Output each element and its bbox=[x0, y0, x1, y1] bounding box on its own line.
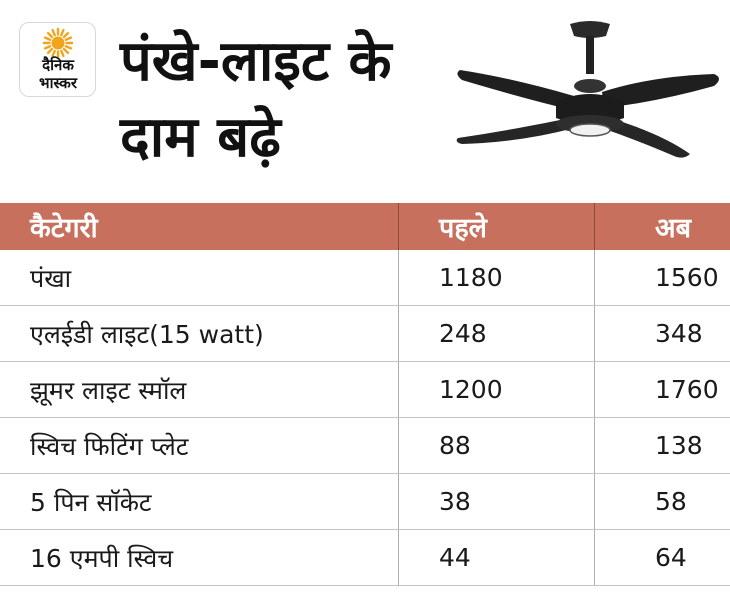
ceiling-fan-icon bbox=[456, 21, 719, 158]
cell-now: 138 bbox=[594, 417, 730, 474]
cell-now: 58 bbox=[594, 473, 730, 530]
cell-now: 1760 bbox=[594, 361, 730, 418]
cell-before: 1180 bbox=[398, 250, 595, 306]
cell-now: 1560 bbox=[594, 250, 730, 306]
cell-category: पंखा bbox=[0, 250, 399, 306]
headline-line1: पंखे-लाइट के bbox=[120, 29, 392, 94]
cell-before: 88 bbox=[398, 417, 595, 474]
header-category: कैटेगरी bbox=[0, 203, 399, 250]
cell-before: 248 bbox=[398, 305, 595, 362]
table-row: 16 एमपी स्विच 44 64 bbox=[0, 529, 730, 586]
table-header-row: कैटेगरी पहले अब bbox=[0, 203, 730, 250]
cell-category: स्विच फिटिंग प्लेट bbox=[0, 417, 399, 474]
table-row: एलईडी लाइट(15 watt) 248 348 bbox=[0, 305, 730, 362]
cell-category: झूमर लाइट स्मॉल bbox=[0, 361, 399, 418]
cell-before: 38 bbox=[398, 473, 595, 530]
table-row: झूमर लाइट स्मॉल 1200 1760 bbox=[0, 361, 730, 418]
brand-logo: दैनिक भास्कर bbox=[19, 22, 96, 97]
cell-now: 64 bbox=[594, 529, 730, 586]
table-row: स्विच फिटिंग प्लेट 88 138 bbox=[0, 417, 730, 474]
headline-line2: दाम बढ़े bbox=[120, 105, 281, 170]
cell-now: 348 bbox=[594, 305, 730, 362]
logo-text-line1: दैनिक bbox=[41, 56, 75, 74]
table-row: 5 पिन सॉकेट 38 58 bbox=[0, 473, 730, 530]
price-table: कैटेगरी पहले अब पंखा 1180 1560 एलईडी लाइ… bbox=[0, 203, 730, 586]
header-before: पहले bbox=[398, 203, 595, 250]
cell-category: 5 पिन सॉकेट bbox=[0, 473, 399, 530]
cell-category: एलईडी लाइट(15 watt) bbox=[0, 305, 399, 362]
header-now: अब bbox=[594, 203, 730, 250]
cell-before: 1200 bbox=[398, 361, 595, 418]
table-row: पंखा 1180 1560 bbox=[0, 250, 730, 306]
logo-text-line2: भास्कर bbox=[39, 74, 78, 92]
cell-category: 16 एमपी स्विच bbox=[0, 529, 399, 586]
sun-logo-icon: दैनिक भास्कर bbox=[39, 27, 78, 92]
cell-before: 44 bbox=[398, 529, 595, 586]
headline: पंखे-लाइट के दाम बढ़े bbox=[120, 24, 480, 176]
